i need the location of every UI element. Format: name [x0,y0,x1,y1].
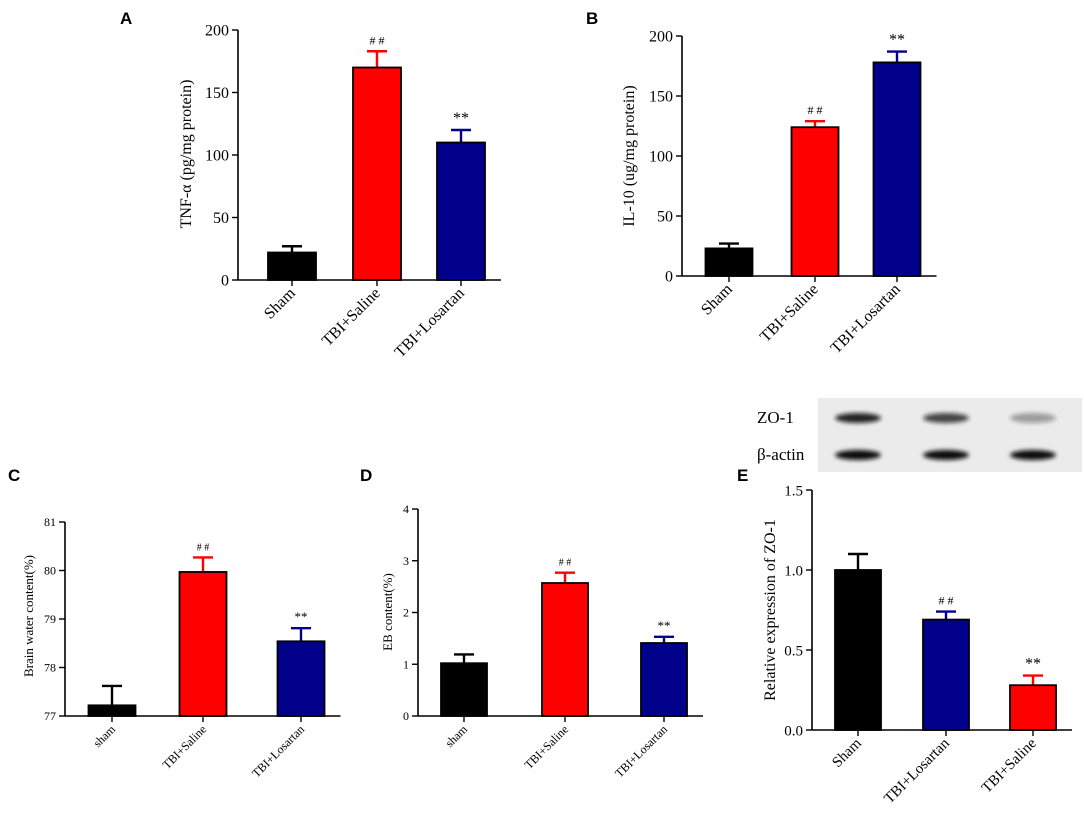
bar [87,704,137,717]
beta-actin-band [835,450,881,460]
bar [834,569,882,731]
y-axis-label: IL-10 (ug/mg protein) [621,85,638,226]
bar [704,247,754,277]
significance-label: ** [453,110,469,127]
significance-label: # # [808,103,823,117]
y-axis-label: TNF-α (pg/mg protein) [178,80,195,229]
blot-bands [835,413,1056,460]
y-tick-label: 2 [403,606,409,620]
bar [1009,684,1057,731]
y-tick-label: 0.0 [784,723,803,739]
y-tick-label: 4 [403,502,409,516]
significance-label: # # [939,594,954,608]
western-blot: ZO-1 β-actin [757,398,1082,472]
blot-label-beta-actin: β-actin [757,445,805,464]
bar [267,251,317,281]
bar [276,640,326,717]
y-tick-label: 50 [657,209,673,226]
y-tick-label: 0 [403,709,409,723]
plot-area: 77 78 79 80 81 sham # # TBI+Saline ** TBI+Losarta… [44,515,341,780]
bar [922,618,970,731]
panel-c: C Brain water content(%) 77 78 79 80 81 sham #… [8,466,341,780]
significance-label: # # [370,33,385,47]
y-tick-label: 150 [649,89,673,106]
significance-label: ** [295,609,308,624]
category-label: sham [442,722,470,750]
panel-d: D EB content(%) 0 1 2 3 4 sham # # TBI+Saline **… [360,466,703,780]
panel-letter: D [360,466,372,485]
panel-letter: E [737,466,748,485]
y-tick-label: 3 [403,554,409,568]
y-tick-label: 0 [221,273,229,290]
plot-area: 0 1 2 3 4 sham # # TBI+Saline ** TBI+Losartan [403,502,703,780]
y-axis-label: Relative expression of ZO-1 [762,519,779,701]
y-tick-label: 1.0 [784,563,803,579]
category-label: TBI+Losartan [612,722,670,780]
bar [440,662,488,717]
zo1-band [835,413,881,423]
y-tick-label: 81 [44,515,56,529]
category-label: TBI+Losartan [881,735,953,807]
bar [352,66,402,281]
category-label: TBI+Losartan [249,722,307,780]
bar [436,141,486,281]
significance-label: ** [1025,656,1041,673]
y-tick-label: 100 [205,148,229,165]
zo1-band [1010,413,1056,423]
panel-a: A TNF-α (pg/mg protein) 0 50 100 150 200 Sham… [120,9,501,361]
beta-actin-band [1010,450,1056,460]
y-tick-label: 50 [213,210,229,227]
category-label: Sham [829,735,865,771]
blot-label-zo1: ZO-1 [757,408,794,427]
significance-label: # # [559,558,572,569]
y-tick-label: 78 [44,661,56,675]
panel-b: B IL-10 (ug/mg protein) 0 50 100 150 200 Sham… [586,9,937,357]
y-tick-label: 80 [44,564,56,578]
panel-letter: C [8,466,20,485]
y-tick-label: 79 [44,612,56,626]
significance-label: # # [197,542,210,553]
category-label: TBI+Saline [757,281,822,346]
category-label: Sham [261,284,299,322]
plot-area: 0.0 0.5 1.0 1.5 Sham # # TBI+Losartan ** TBI+Sal… [784,483,1072,807]
bar [640,642,688,717]
significance-label: ** [658,618,671,633]
plot-area: 0 50 100 150 200 Sham # # TBI+Saline ** TBI+Losar… [205,23,501,361]
blot-membrane [818,398,1082,472]
plot-area: 0 50 100 150 200 Sham # # TBI+Saline ** TBI+Losar… [649,29,937,357]
y-tick-label: 77 [44,709,56,723]
category-label: TBI+Losartan [392,285,468,361]
panel-letter: A [120,9,132,28]
y-tick-label: 0 [665,269,673,286]
category-label: TBI+Saline [522,722,572,772]
category-label: TBI+Saline [319,285,384,350]
bar [872,61,922,277]
panel-e: E Relative expression of ZO-1 0.0 0.5 1.0 1… [737,398,1082,807]
bar [541,582,589,717]
beta-actin-band [923,450,969,460]
y-tick-label: 0.5 [784,643,803,659]
y-tick-label: 1 [403,657,409,671]
y-tick-label: 200 [205,23,229,40]
y-axis-label: Brain water content(%) [21,555,36,677]
bar [790,126,840,277]
category-label: TBI+Saline [979,735,1040,796]
significance-label: ** [889,32,905,49]
y-tick-label: 100 [649,149,673,166]
zo1-band [923,413,969,423]
category-label: Sham [698,280,736,318]
y-tick-label: 150 [205,85,229,102]
y-axis-label: EB content(%) [380,573,395,651]
category-label: TBI+Saline [160,722,210,772]
y-tick-label: 200 [649,29,673,46]
bar [178,571,228,717]
category-label: TBI+Losartan [828,281,904,357]
category-label: sham [90,722,118,750]
y-tick-label: 1.5 [784,483,803,499]
panel-letter: B [586,9,598,28]
